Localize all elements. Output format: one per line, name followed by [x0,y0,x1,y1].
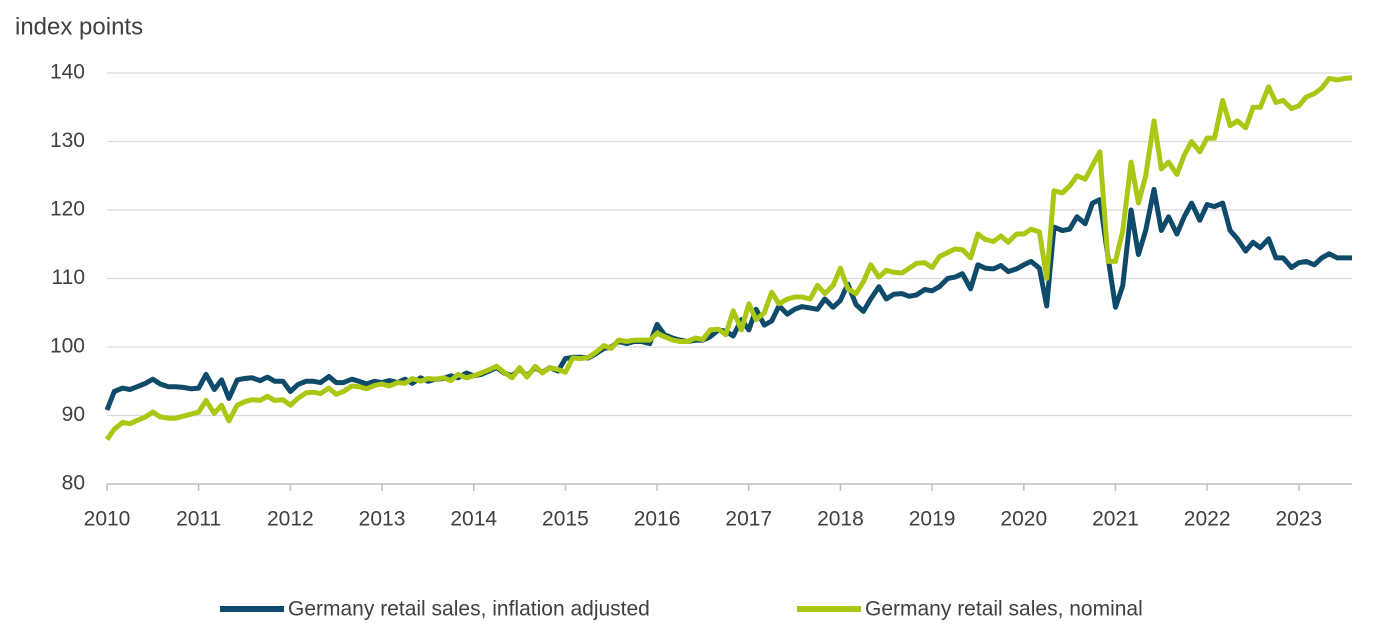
x-tick-label: 2020 [1000,508,1047,531]
x-tick-label: 2013 [359,508,406,531]
x-tick-label: 2010 [84,508,131,531]
x-tick-label: 2016 [634,508,681,531]
x-tick-label: 2023 [1275,508,1322,531]
x-tick-label: 2015 [542,508,589,531]
y-tick-label: 140 [50,61,85,84]
legend-label: Germany retail sales, inflation adjusted [288,598,650,621]
x-tick-label: 2011 [176,508,221,531]
x-tick-label: 2012 [267,508,314,531]
x-tick-label: 2018 [817,508,864,531]
legend-label: Germany retail sales, nominal [865,598,1143,621]
x-tick-label: 2019 [909,508,956,531]
x-tick-label: 2022 [1184,508,1231,531]
y-tick-label: 120 [50,198,85,221]
y-tick-label: 130 [50,129,85,152]
y-tick-label: 110 [52,266,85,289]
y-axis-title: index points [15,13,143,40]
series-line [104,75,1353,441]
x-tick-label: 2021 [1092,508,1139,531]
y-tick-label: 80 [62,472,85,495]
series-line [104,186,1352,411]
y-tick-label: 100 [50,335,85,358]
y-tick-label: 90 [62,403,85,426]
x-tick-label: 2014 [450,508,497,531]
x-tick-label: 2017 [725,508,772,531]
